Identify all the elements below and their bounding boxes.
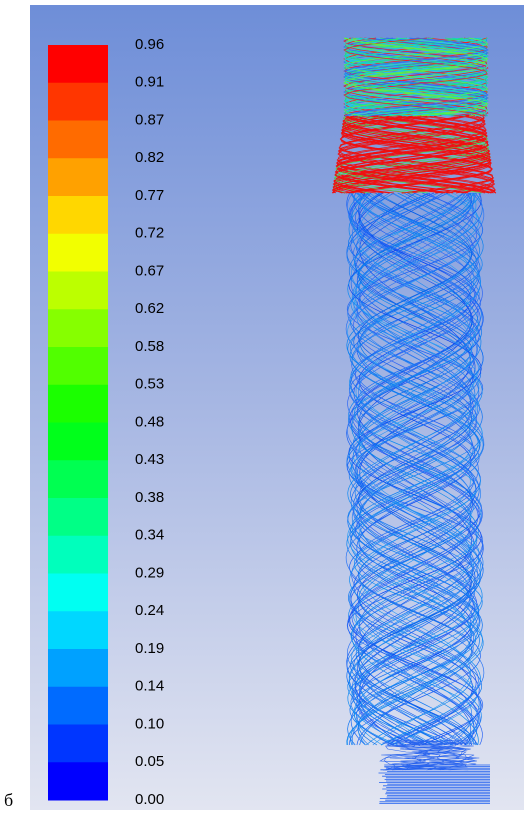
color-band	[48, 498, 108, 536]
color-band	[48, 196, 108, 234]
colorbar-label: 0.19	[135, 640, 164, 657]
colorbar-label: 0.67	[135, 262, 164, 279]
colorbar-label: 0.24	[135, 602, 164, 619]
color-band	[48, 762, 108, 800]
color-band	[48, 234, 108, 272]
color-band	[48, 574, 108, 612]
color-band	[48, 385, 108, 423]
caption: б	[4, 790, 13, 810]
color-band	[48, 725, 108, 763]
colorbar-label: 0.72	[135, 225, 164, 242]
colorbar-label: 0.58	[135, 338, 164, 355]
color-band	[48, 611, 108, 649]
color-band	[48, 423, 108, 461]
color-band	[48, 347, 108, 385]
colorbar-label: 0.77	[135, 187, 164, 204]
colorbar-label: 0.38	[135, 489, 164, 506]
color-band	[48, 45, 108, 83]
colorbar-label: 0.34	[135, 527, 164, 544]
colorbar-label: 0.48	[135, 413, 164, 430]
colorbar-label: 0.00	[135, 791, 164, 808]
colorbar-label: 0.96	[135, 36, 164, 53]
colorbar-label: 0.53	[135, 376, 164, 393]
colorbar-label: 0.91	[135, 74, 164, 91]
color-band	[48, 460, 108, 498]
colorbar-label: 0.62	[135, 300, 164, 317]
figure: 0.96 0.91 0.87 0.82 0.77 0.72 0.67 0.62 0.58 0.53…	[0, 0, 524, 825]
color-band	[48, 83, 108, 121]
colorbar-label: 0.82	[135, 149, 164, 166]
color-band	[48, 272, 108, 310]
colorbar-label: 0.05	[135, 753, 164, 770]
color-band	[48, 649, 108, 687]
color-band	[48, 687, 108, 725]
color-band	[48, 158, 108, 196]
colorbar-label: 0.14	[135, 678, 164, 695]
colorbar-label: 0.10	[135, 715, 164, 732]
colorbar-label: 0.87	[135, 111, 164, 128]
colorbar-label: 0.29	[135, 564, 164, 581]
color-band	[48, 309, 108, 347]
color-band	[48, 121, 108, 159]
colorbar-label: 0.43	[135, 451, 164, 468]
color-band	[48, 536, 108, 574]
colorbar: 0.96 0.91 0.87 0.82 0.77 0.72 0.67 0.62 0.58 0.53…	[48, 36, 164, 808]
